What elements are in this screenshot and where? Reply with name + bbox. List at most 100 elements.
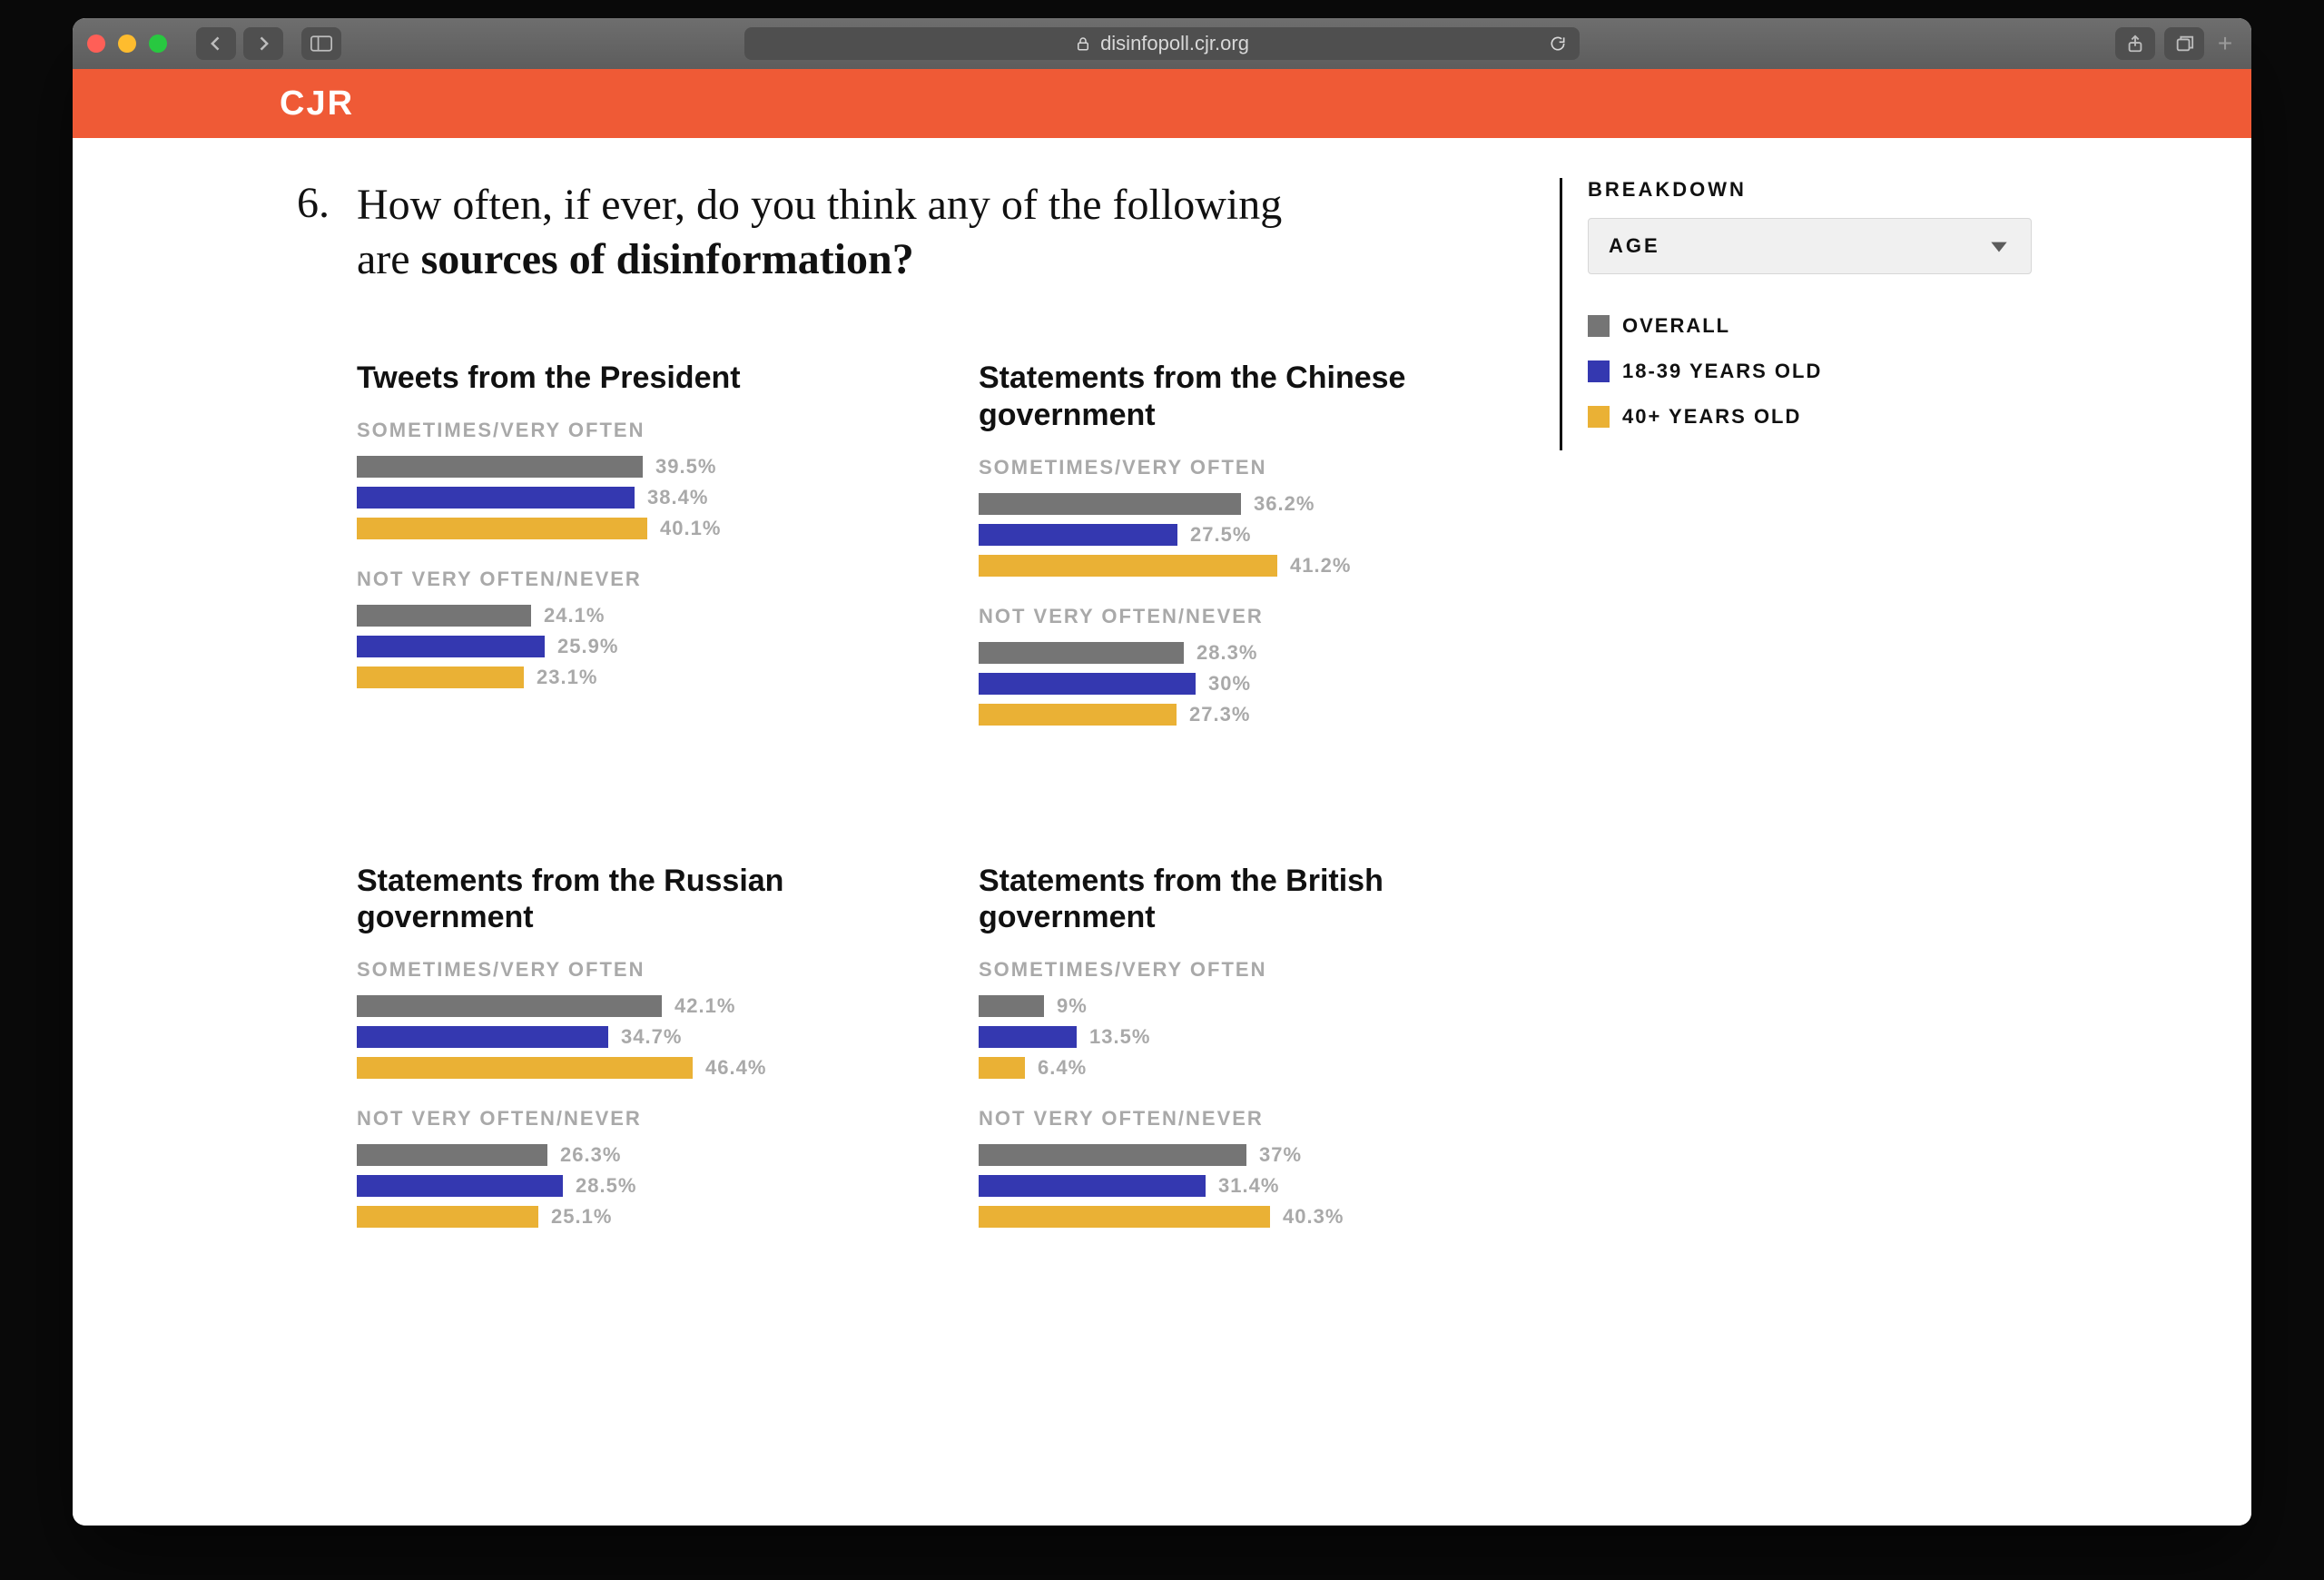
bar-percent: 13.5% [1089, 1025, 1150, 1049]
bar-percent: 39.5% [655, 455, 716, 479]
bar-row: 30% [979, 672, 1519, 696]
bar-percent: 9% [1057, 994, 1088, 1018]
question-number: 6. [280, 178, 330, 228]
bar [357, 1057, 693, 1079]
nav-buttons [196, 27, 283, 60]
bar-percent: 42.1% [675, 994, 735, 1018]
chevron-down-icon [1987, 234, 2011, 258]
breakdown-selected: AGE [1609, 234, 1660, 258]
window-controls [87, 35, 167, 53]
sidebar-toggle-button[interactable] [301, 27, 341, 60]
breakdown-select[interactable]: AGE [1588, 218, 2032, 274]
new-tab-button[interactable]: + [2213, 27, 2237, 60]
segment-label: NOT VERY OFTEN/NEVER [357, 1107, 897, 1131]
browser-toolbar: disinfopoll.cjr.org + [73, 18, 2251, 69]
bar-row: 9% [979, 994, 1519, 1018]
bar-percent: 24.1% [544, 604, 605, 627]
breakdown-label: BREAKDOWN [1588, 178, 2032, 202]
bar [979, 673, 1196, 695]
reload-icon[interactable] [1549, 35, 1567, 53]
site-logo[interactable]: CJR [280, 84, 354, 123]
segment-label: SOMETIMES/VERY OFTEN [357, 419, 897, 442]
legend-label: 18-39 YEARS OLD [1622, 360, 1822, 383]
site-header: CJR [73, 69, 2251, 138]
zoom-window-button[interactable] [149, 35, 167, 53]
chart-panel: Statements from the Russian governmentSO… [357, 863, 897, 1257]
legend-swatch [1588, 406, 1610, 428]
sidebar-icon [310, 35, 332, 52]
bar-percent: 38.4% [647, 486, 708, 509]
share-button[interactable] [2115, 27, 2155, 60]
question-title: How often, if ever, do you think any of … [357, 178, 1283, 287]
bar [357, 1026, 608, 1048]
content: 6. How often, if ever, do you think any … [280, 178, 2032, 287]
chart-segment: SOMETIMES/VERY OFTEN42.1%34.7%46.4% [357, 958, 897, 1080]
bar [357, 605, 531, 627]
bar [979, 1206, 1270, 1228]
bar-percent: 36.2% [1254, 492, 1315, 516]
bar-row: 27.3% [979, 703, 1519, 726]
bar-row: 24.1% [357, 604, 897, 627]
charts-grid: Tweets from the PresidentSOMETIMES/VERY … [357, 360, 1519, 1256]
tabs-button[interactable] [2164, 27, 2204, 60]
breakdown-panel: BREAKDOWN AGE OVERALL 18-39 YEARS OLD 40+ … [1560, 178, 2032, 450]
bar-percent: 27.5% [1190, 523, 1251, 547]
bar-row: 23.1% [357, 666, 897, 689]
bar-percent: 41.2% [1290, 554, 1351, 578]
legend-swatch [1588, 315, 1610, 337]
bar-row: 42.1% [357, 994, 897, 1018]
bar-row: 38.4% [357, 486, 897, 509]
bar-percent: 31.4% [1218, 1174, 1279, 1198]
bar-row: 36.2% [979, 492, 1519, 516]
chevron-left-icon [207, 35, 225, 53]
legend-label: OVERALL [1622, 314, 1730, 338]
chart-panel: Statements from the Chinese governmentSO… [979, 360, 1519, 754]
legend-item: 18-39 YEARS OLD [1588, 360, 2032, 383]
bar-row: 31.4% [979, 1174, 1519, 1198]
chart-panel: Statements from the British governmentSO… [979, 863, 1519, 1257]
close-window-button[interactable] [87, 35, 105, 53]
bar-row: 6.4% [979, 1056, 1519, 1080]
chart-segment: SOMETIMES/VERY OFTEN36.2%27.5%41.2% [979, 456, 1519, 578]
bar-percent: 28.5% [576, 1174, 636, 1198]
browser-window: disinfopoll.cjr.org + CJR [73, 18, 2251, 1526]
bar-percent: 26.3% [560, 1143, 621, 1167]
legend: OVERALL 18-39 YEARS OLD 40+ YEARS OLD [1588, 314, 2032, 429]
bar [979, 524, 1177, 546]
bar-percent: 40.1% [660, 517, 721, 540]
bar-row: 13.5% [979, 1025, 1519, 1049]
url-host: disinfopoll.cjr.org [1100, 32, 1249, 55]
bar-row: 41.2% [979, 554, 1519, 578]
bar-row: 46.4% [357, 1056, 897, 1080]
share-icon [2125, 34, 2145, 54]
legend-label: 40+ YEARS OLD [1622, 405, 1801, 429]
bar-row: 27.5% [979, 523, 1519, 547]
bar [357, 995, 662, 1017]
forward-button[interactable] [243, 27, 283, 60]
bar [979, 642, 1184, 664]
page: CJR 6. How often, if ever, do you think … [73, 69, 2251, 1526]
back-button[interactable] [196, 27, 236, 60]
bar [979, 555, 1277, 577]
bar [357, 1206, 538, 1228]
bar-row: 39.5% [357, 455, 897, 479]
segment-label: NOT VERY OFTEN/NEVER [979, 605, 1519, 628]
bar [357, 1144, 547, 1166]
chart-segment: NOT VERY OFTEN/NEVER26.3%28.5%25.1% [357, 1107, 897, 1229]
bar [979, 1175, 1206, 1197]
chart-segment: NOT VERY OFTEN/NEVER24.1%25.9%23.1% [357, 568, 897, 689]
bar-percent: 23.1% [537, 666, 597, 689]
bar [979, 704, 1177, 726]
chart-segment: NOT VERY OFTEN/NEVER37%31.4%40.3% [979, 1107, 1519, 1229]
bar [357, 667, 524, 688]
chart-panel: Tweets from the PresidentSOMETIMES/VERY … [357, 360, 897, 754]
bar [357, 456, 643, 478]
bar-percent: 25.9% [557, 635, 618, 658]
chevron-right-icon [254, 35, 272, 53]
bar-percent: 37% [1259, 1143, 1302, 1167]
bar-row: 34.7% [357, 1025, 897, 1049]
bar-percent: 27.3% [1189, 703, 1250, 726]
chart-title: Statements from the British government [979, 863, 1451, 937]
minimize-window-button[interactable] [118, 35, 136, 53]
address-bar[interactable]: disinfopoll.cjr.org [744, 27, 1580, 60]
